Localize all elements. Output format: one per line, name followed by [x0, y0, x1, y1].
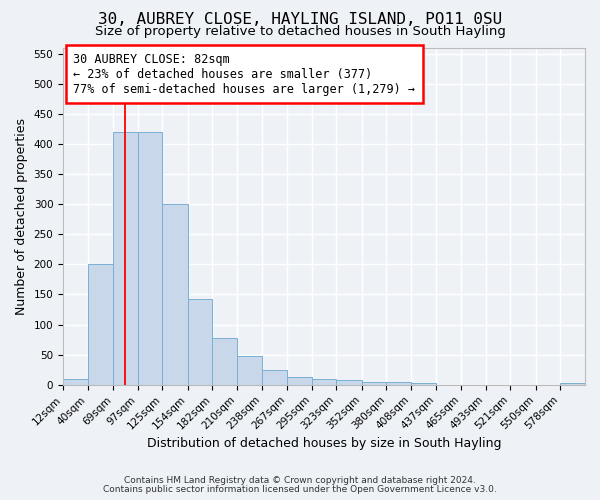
Bar — [237, 356, 262, 385]
Bar — [63, 379, 88, 385]
Bar — [188, 298, 212, 385]
Bar — [560, 383, 585, 385]
Text: Size of property relative to detached houses in South Hayling: Size of property relative to detached ho… — [95, 25, 505, 38]
Text: Contains HM Land Registry data © Crown copyright and database right 2024.: Contains HM Land Registry data © Crown c… — [124, 476, 476, 485]
Bar — [337, 380, 362, 385]
Text: 30 AUBREY CLOSE: 82sqm
← 23% of detached houses are smaller (377)
77% of semi-de: 30 AUBREY CLOSE: 82sqm ← 23% of detached… — [73, 52, 415, 96]
Bar — [287, 377, 312, 385]
Bar — [113, 132, 138, 385]
Text: Contains public sector information licensed under the Open Government Licence v3: Contains public sector information licen… — [103, 485, 497, 494]
Bar — [88, 264, 113, 385]
Bar — [138, 132, 163, 385]
Bar — [312, 379, 337, 385]
Y-axis label: Number of detached properties: Number of detached properties — [15, 118, 28, 314]
Bar — [212, 338, 237, 385]
Bar — [163, 204, 188, 385]
Bar — [362, 382, 386, 385]
Bar — [386, 382, 411, 385]
Text: 30, AUBREY CLOSE, HAYLING ISLAND, PO11 0SU: 30, AUBREY CLOSE, HAYLING ISLAND, PO11 0… — [98, 12, 502, 28]
X-axis label: Distribution of detached houses by size in South Hayling: Distribution of detached houses by size … — [147, 437, 501, 450]
Bar — [411, 383, 436, 385]
Bar — [262, 370, 287, 385]
